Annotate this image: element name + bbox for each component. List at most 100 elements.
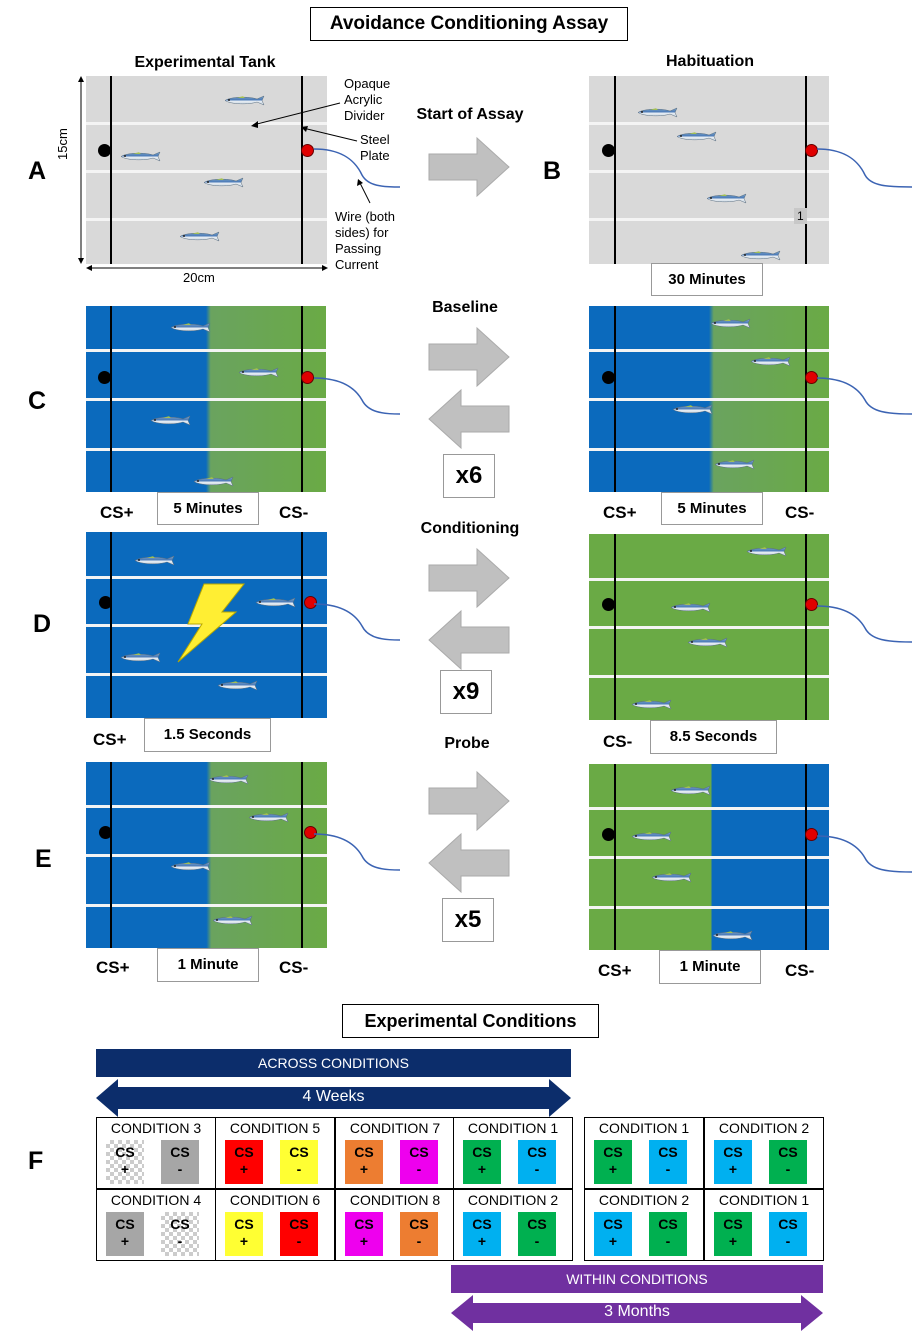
swatch-label: CS [527,1144,547,1160]
fish-icon [192,476,234,487]
condition-card: CONDITION 2 CS + CS - [453,1189,573,1261]
tank-d-left [86,532,327,718]
condition-card: CONDITION 8 CS + CS - [335,1189,455,1261]
conditioning-left-timer: 1.5 Seconds [144,718,271,752]
fish-icon [133,555,175,566]
fish-icon [119,652,161,663]
swatch-label: CS [170,1216,190,1232]
condition-name: CONDITION 2 [467,1192,559,1208]
swatch-sign: + [477,1161,487,1177]
swatch-sign: + [120,1233,130,1249]
wire-e-left [314,833,401,871]
across-duration-label: 4 Weeks [302,1088,365,1105]
swatch-sign: + [728,1161,738,1177]
fish-icon [202,177,244,188]
fish-icon [669,602,711,613]
tank-e-left [86,762,327,948]
condition-name: CONDITION 8 [349,1192,441,1208]
tank-b: 1 [589,76,829,264]
tank-a [86,76,327,264]
panel-letter-c: C [28,387,47,415]
condition-name: CONDITION 3 [110,1120,202,1136]
probe-repeat-count: x5 [442,898,494,942]
swatch-sign: - [665,1161,671,1177]
panel-letter-b: B [543,157,562,185]
wire-d-right [817,605,912,643]
condition-name: CONDITION 7 [349,1120,441,1136]
swatch-label: CS [234,1144,254,1160]
panel-letter-a: A [28,157,47,185]
swatch-sign: + [239,1161,249,1177]
cs-plus-swatch: CS + [714,1212,752,1256]
fish-icon [711,930,753,941]
swatch-label: CS [234,1216,254,1232]
conditions-title: Experimental Conditions [342,1004,599,1038]
condition-name: CONDITION 2 [718,1120,810,1136]
swatch-label: CS [289,1144,309,1160]
fish-icon [705,193,747,204]
swatch-sign: - [416,1233,422,1249]
swatch-label: CS [603,1216,623,1232]
wire-e-right [817,835,912,873]
black-electrode-dot [602,144,615,157]
condition-card: CONDITION 1 CS + CS - [584,1117,704,1189]
cs-plus-swatch: CS + [714,1140,752,1184]
right-arrow-icon [427,136,511,198]
habituation-timer: 30 Minutes [651,263,763,296]
swatch-label: CS [409,1216,429,1232]
fish-icon [119,151,161,162]
swatch-sign: - [785,1161,791,1177]
cs-minus-label: CS- [279,958,309,977]
condition-card: CONDITION 2 CS + CS - [584,1189,704,1261]
left-arrow-icon [427,832,511,894]
condition-name: CONDITION 2 [598,1192,690,1208]
within-conditions-bar: WITHIN CONDITIONS [451,1265,823,1293]
baseline-right-timer: 5 Minutes [661,492,763,525]
fish-icon [671,404,713,415]
cs-plus-label: CS+ [598,961,632,980]
cs-plus-label: CS+ [603,503,637,522]
fish-icon [675,131,717,142]
cs-plus-swatch: CS + [463,1140,501,1184]
cs-plus-swatch: CS + [345,1140,383,1184]
tank-e-right [589,764,829,950]
across-duration-arrow [96,1079,571,1117]
swatch-label: CS [115,1216,135,1232]
condition-name: CONDITION 6 [229,1192,321,1208]
across-conditions-bar: ACROSS CONDITIONS [96,1049,571,1077]
black-electrode-dot [98,144,111,157]
annotation-leader-lines [251,102,371,204]
left-arrow-icon [427,388,511,450]
panel-letter-e: E [35,845,52,873]
cs-minus-label: CS- [603,732,633,751]
swatch-sign: + [608,1161,618,1177]
cs-minus-swatch: CS - [769,1212,807,1256]
red-electrode-dot [805,144,818,157]
swatch-sign: + [239,1233,249,1249]
swatch-sign: + [359,1161,369,1177]
fish-icon [178,231,220,242]
cs-plus-swatch: CS + [225,1212,263,1256]
fish-icon [709,318,751,329]
fish-icon [636,107,678,118]
fish-icon [686,637,728,648]
figure-title: Avoidance Conditioning Assay [310,7,628,41]
within-duration-label: 3 Months [604,1303,670,1320]
fish-icon [630,831,672,842]
condition-card: CONDITION 3 CS + CS - [96,1117,216,1189]
black-electrode-dot [602,371,615,384]
condition-card: CONDITION 4 CS + CS - [96,1189,216,1261]
height-dimension-line [78,76,84,264]
panel-letter-f: F [28,1147,44,1175]
divider-label: Opaque Acrylic Divider [344,76,391,123]
cs-minus-swatch: CS - [518,1212,556,1256]
wire-b [817,148,912,188]
panel-letter-d: D [33,610,52,638]
condition-name: CONDITION 1 [467,1120,559,1136]
swatch-sign: - [296,1161,302,1177]
swatch-sign: - [665,1233,671,1249]
cs-minus-swatch: CS - [280,1140,318,1184]
swatch-label: CS [658,1216,678,1232]
width-dimension-line [86,265,328,271]
swatch-sign: - [785,1233,791,1249]
